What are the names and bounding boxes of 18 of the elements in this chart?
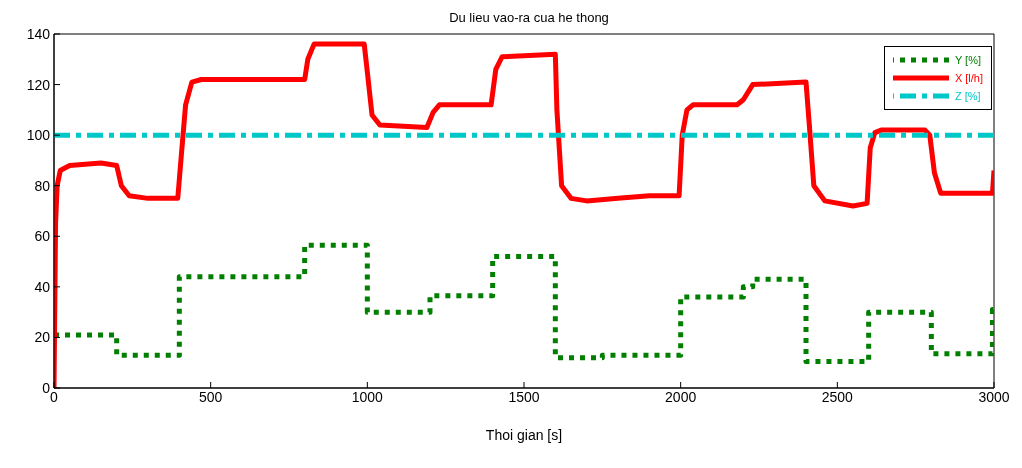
legend-entry: X [l/h] (892, 69, 983, 87)
x-tick-label: 3000 (978, 388, 1010, 405)
chart-title: Du lieu vao-ra cua he thong (448, 10, 610, 25)
x-axis-title: Thoi gian [s] (485, 427, 563, 443)
x-tick-label: 2500 (821, 388, 854, 405)
y-tick-label: 100 (26, 127, 51, 144)
y-tick-label: 80 (34, 177, 51, 194)
legend-entry: Y [%] (892, 51, 983, 69)
x-tick-label: 1500 (508, 388, 540, 405)
y-tick-label: 120 (26, 76, 51, 93)
x-tick-label: 1000 (351, 388, 384, 405)
y-tick-label: 60 (34, 228, 51, 245)
y-tick-label: 20 (34, 329, 51, 346)
legend-entry: Z [%] (892, 87, 983, 105)
x-tick-label: 2000 (665, 388, 697, 405)
y-tick-label: 40 (34, 278, 51, 295)
x-tick-label: 500 (198, 388, 223, 405)
y-tick-label: 140 (26, 25, 51, 42)
